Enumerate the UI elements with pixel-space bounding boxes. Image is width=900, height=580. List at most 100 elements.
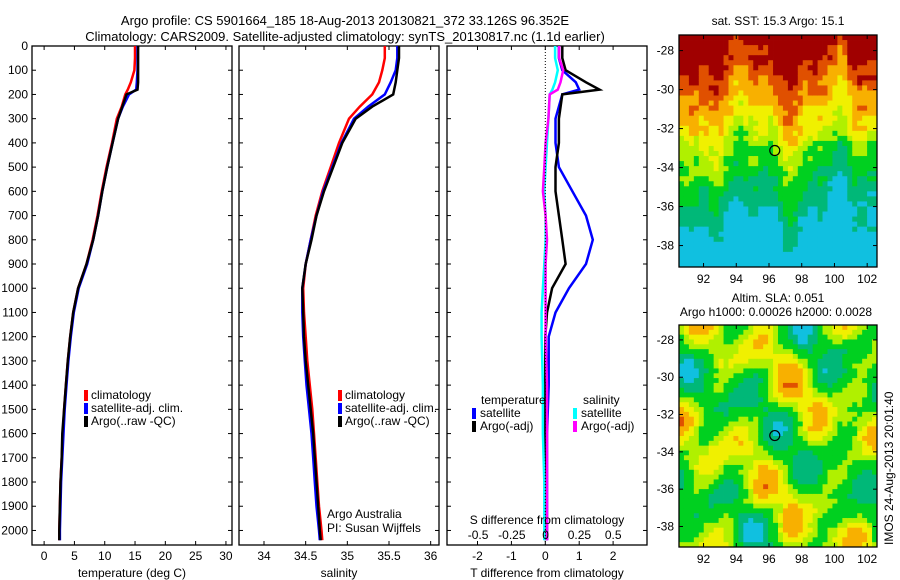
map-cell: [812, 402, 818, 408]
map-cell: [852, 455, 858, 461]
map-cell: [738, 325, 744, 331]
map-cell: [857, 334, 863, 340]
map-cell: [837, 542, 843, 548]
map-cell: [807, 161, 814, 167]
map-cell: [792, 216, 799, 223]
map-cell: [703, 130, 710, 137]
map-cell: [718, 445, 724, 451]
map-cell: [847, 110, 853, 117]
map-cell: [713, 450, 719, 456]
map-cell: [679, 460, 685, 466]
map-cell: [837, 498, 843, 504]
map-cell: [857, 513, 863, 519]
map-cell: [822, 518, 828, 524]
map-cell: [812, 368, 818, 374]
map-cell: [723, 421, 729, 427]
map-cell: [827, 542, 833, 548]
map-cell: [748, 474, 754, 480]
map-cell: [693, 445, 700, 451]
map-cell: [812, 75, 818, 81]
map-cell: [723, 527, 729, 533]
map-cell: [698, 75, 705, 81]
map-cell: [862, 115, 868, 122]
map-cell: [847, 181, 853, 187]
map-cell: [683, 75, 690, 81]
map-cell: [827, 186, 833, 192]
map-cell: [728, 95, 734, 101]
map-cell: [872, 65, 878, 71]
map-cell: [812, 130, 818, 137]
map-cell: [792, 246, 799, 253]
map-cell: [852, 407, 858, 413]
map-cell: [688, 151, 695, 157]
map-cell: [698, 125, 705, 132]
map-cell: [713, 140, 719, 147]
sst-map-title: sat. SST: 15.3 Argo: 15.1: [712, 14, 845, 28]
map-cell: [748, 130, 754, 137]
map-cell: [832, 196, 838, 202]
map-cell: [852, 251, 858, 258]
map-cell: [787, 181, 794, 187]
map-cell: [862, 460, 868, 466]
map-cell: [842, 416, 848, 422]
map-cell: [773, 211, 779, 217]
x-axis-label: temperature (deg C): [78, 566, 186, 580]
map-cell: [693, 484, 700, 490]
map-cell: [862, 80, 868, 86]
map-cell: [718, 130, 724, 137]
map-cell: [698, 349, 705, 355]
map-cell: [862, 261, 868, 268]
map-cell: [773, 489, 779, 495]
map-cell: [683, 498, 690, 504]
map-cell: [847, 65, 853, 71]
map-cell: [832, 469, 838, 476]
map-cell: [792, 513, 799, 519]
map-cell: [768, 518, 774, 524]
map-cell: [837, 181, 843, 187]
map-cell: [787, 35, 794, 41]
map-cell: [703, 469, 710, 476]
map-cell: [773, 80, 779, 86]
map-cell: [748, 445, 754, 451]
map-cell: [822, 392, 828, 398]
map-cell: [802, 125, 809, 132]
map-cell: [872, 368, 878, 374]
map-cell: [842, 464, 848, 471]
map-cell: [693, 464, 700, 471]
map-cell: [753, 484, 759, 490]
map-cell: [857, 392, 863, 398]
map-cell: [837, 489, 843, 495]
map-cell: [698, 256, 705, 263]
map-cell: [683, 90, 690, 96]
map-cell: [822, 95, 828, 101]
map-cell: [817, 120, 823, 127]
map-cell: [708, 334, 715, 340]
map-cell: [683, 363, 690, 369]
map-cell: [832, 325, 838, 331]
map-cell: [847, 522, 853, 529]
map-cell: [753, 387, 759, 393]
map-cell: [713, 489, 719, 495]
map-cell: [703, 191, 710, 197]
map-cell: [683, 251, 690, 258]
map-cell: [728, 161, 734, 167]
map-cell: [728, 45, 734, 51]
map-cell: [718, 140, 724, 147]
map-cell: [698, 411, 705, 418]
map-cell: [782, 358, 789, 365]
map-cell: [862, 256, 868, 263]
map-cell: [862, 493, 868, 500]
map-cell: [792, 105, 799, 112]
map-cell: [792, 392, 799, 398]
map-cell: [753, 60, 759, 66]
map-cell: [723, 411, 729, 418]
map-cell: [703, 527, 710, 533]
map-cell: [857, 431, 863, 437]
map-cell: [812, 445, 818, 451]
map-cell: [683, 349, 690, 355]
map-cell: [753, 201, 759, 207]
map-cell: [782, 513, 789, 519]
map-cell: [748, 35, 754, 41]
map-cell: [857, 130, 863, 137]
map-cell: [738, 368, 744, 374]
